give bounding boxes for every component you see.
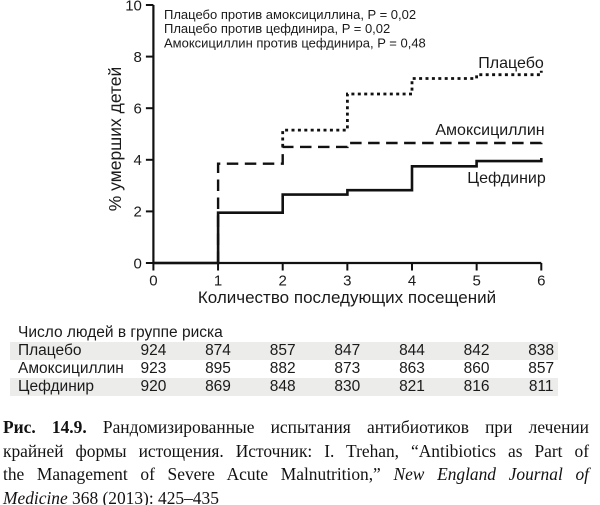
risk-value: 830 xyxy=(334,378,361,395)
figure-caption: Рис. 14.9. Рандомизированные испытания а… xyxy=(3,416,589,505)
x-tick-label: 2 xyxy=(279,273,287,290)
risk-value: 873 xyxy=(334,360,361,377)
series-line-dashed xyxy=(216,139,543,263)
risk-value: 863 xyxy=(399,360,425,377)
risk-value: 874 xyxy=(205,342,231,359)
x-ticks-group: 0 1 2 3 4 5 6 xyxy=(149,263,545,290)
series-group xyxy=(153,70,543,265)
caption-segment: the Management of Severe Acute Malnutrit… xyxy=(3,464,394,484)
pvalue-annotations-group: Плацебо против амоксициллина, P = 0,02Пл… xyxy=(164,7,426,50)
x-tick-label: 3 xyxy=(343,273,351,290)
risk-value: 857 xyxy=(528,360,555,377)
series-label: Плацебо xyxy=(478,55,544,72)
y-tick-label: 10 xyxy=(125,0,142,14)
series-labels-group: Плацебо Амоксициллин Цефдинир xyxy=(435,55,545,187)
caption-line: крайней формы истощения. Источник: I. Tr… xyxy=(3,440,589,464)
caption-segment: Medicine xyxy=(3,487,68,505)
pvalue-annotation: Плацебо против амоксициллина, P = 0,02 xyxy=(164,7,416,22)
risk-value: 838 xyxy=(528,342,555,359)
risk-value: 857 xyxy=(269,342,296,359)
caption-segment: 368 (2013): 425–435 xyxy=(67,487,219,505)
pvalue-annotation: Плацебо против цефдинира, P = 0,02 xyxy=(164,21,390,36)
x-axis-label: Количество последующих посещений xyxy=(198,288,496,307)
x-tick-label: 0 xyxy=(149,273,157,290)
risk-value: 821 xyxy=(399,378,425,395)
number-at-risk-table: Число людей в группе риска Плацебо 924 874… xyxy=(0,323,600,403)
mortality-step-chart: 0 2 4 6 8 10 0 1 2 3 4 5 6 Плацебо Амоксициллин Цефди… xyxy=(105,0,546,307)
risk-row-label: Цефдинир xyxy=(18,378,95,395)
x-tick-label: 4 xyxy=(408,273,416,290)
caption-line: the Management of Severe Acute Malnutrit… xyxy=(3,463,589,487)
risk-row: Цефдинир 920 869 848 830 821 816 811 xyxy=(10,378,558,396)
risk-value: 920 xyxy=(140,378,167,395)
risk-row-label: Плацебо xyxy=(18,342,82,359)
y-axis-label: % умерших детей xyxy=(105,67,125,212)
risk-value: 816 xyxy=(463,378,490,395)
risk-row: Амоксициллин 923 895 882 873 863 860 857 xyxy=(10,360,558,378)
series-line-solid xyxy=(153,158,543,265)
x-tick-label: 6 xyxy=(537,273,545,290)
caption-line: Medicine 368 (2013): 425–435 xyxy=(3,487,589,505)
risk-row-label: Амоксициллин xyxy=(18,360,124,377)
risk-value: 882 xyxy=(269,360,296,377)
risk-value: 869 xyxy=(205,378,231,395)
risk-row: Плацебо 924 874 857 847 844 842 838 xyxy=(10,342,558,360)
y-tick-label: 2 xyxy=(134,204,142,221)
caption-segment: крайней формы истощения. Источник: I. Tr… xyxy=(3,440,589,461)
y-ticks-group: 0 2 4 6 8 10 xyxy=(125,0,154,272)
caption-segment: Рис. 14.9. xyxy=(3,417,87,437)
risk-value: 844 xyxy=(399,342,425,359)
risk-table-title: Число людей в группе риска xyxy=(18,324,223,341)
risk-value: 847 xyxy=(334,342,361,359)
risk-value: 924 xyxy=(140,342,167,359)
y-tick-label: 8 xyxy=(134,49,142,66)
risk-value: 895 xyxy=(205,360,231,377)
caption-line: Рис. 14.9. Рандомизированные испытания а… xyxy=(3,416,589,440)
x-tick-label: 5 xyxy=(472,273,480,290)
risk-value: 923 xyxy=(140,360,167,377)
y-tick-label: 4 xyxy=(134,152,142,169)
pvalue-annotation: Амоксициллин против цефдинира, P = 0,48 xyxy=(164,35,426,50)
caption-segment: New England Journal of xyxy=(393,464,589,484)
x-tick-label: 1 xyxy=(214,273,222,290)
risk-value: 860 xyxy=(463,360,490,377)
caption-segment: Рандомизированные испытания антибиотиков… xyxy=(86,417,589,437)
series-label: Цефдинир xyxy=(467,170,546,187)
risk-value: 811 xyxy=(528,378,554,395)
y-tick-label: 0 xyxy=(134,255,142,272)
y-tick-label: 6 xyxy=(134,101,142,118)
risk-value: 842 xyxy=(463,342,490,359)
series-label: Амоксициллин xyxy=(435,122,544,139)
risk-value: 848 xyxy=(269,378,296,395)
